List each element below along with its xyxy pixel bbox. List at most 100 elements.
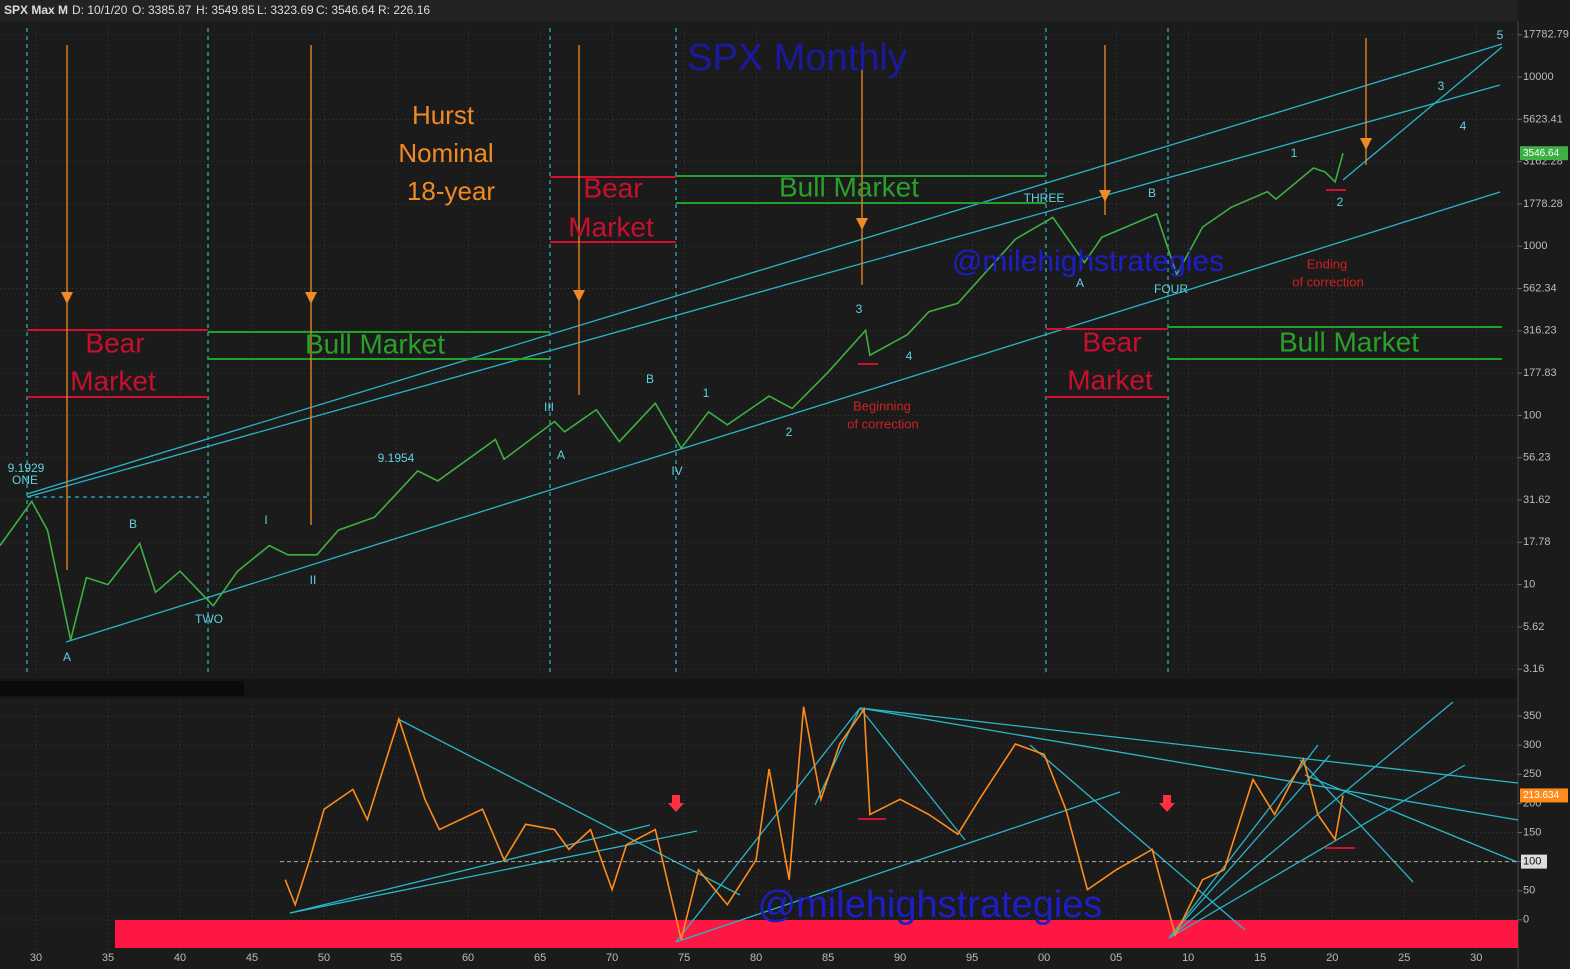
cycle-lines: [26, 28, 1169, 675]
header-bar: [0, 0, 1518, 21]
annotation: Bear: [85, 327, 144, 358]
annotation: Bull Market: [305, 328, 445, 359]
trend-line: [675, 791, 1121, 943]
x-tick-label: 45: [246, 952, 258, 964]
x-tick-label: 85: [822, 952, 834, 964]
y-tick-label: 3.16: [1523, 663, 1544, 675]
annotation: 3: [856, 302, 863, 316]
x-tick-label: 75: [678, 952, 690, 964]
trend-line: [1029, 744, 1246, 931]
annotation: 4: [906, 349, 913, 363]
annotation: 4: [1460, 119, 1467, 133]
trend-line: [1342, 46, 1503, 181]
header-low: L: 3323.69: [257, 3, 314, 17]
x-tick-label: 05: [1110, 952, 1122, 964]
separator-tab: [0, 681, 244, 696]
x-tick-label: 95: [966, 952, 978, 964]
annotation: Bear: [1082, 326, 1141, 357]
trend-line: [26, 84, 1501, 498]
tick-box: [1521, 854, 1547, 869]
header-range: R: 226.16: [378, 3, 430, 17]
x-tick-label: 30: [30, 952, 42, 964]
annotation: IV: [671, 464, 682, 478]
trend-lines: [26, 43, 1519, 943]
x-tick-label: 10: [1182, 952, 1194, 964]
annotation: FOUR: [1154, 282, 1188, 296]
trend-line: [1168, 764, 1466, 939]
x-tick-label: 40: [174, 952, 186, 964]
x-tick-label: 80: [750, 952, 762, 964]
panel-separator: [0, 679, 1518, 698]
annotation: Nominal: [398, 138, 493, 168]
y-tick-label: 50: [1523, 885, 1535, 897]
grid: [0, 28, 1518, 965]
y-tick-label: 350: [1523, 710, 1541, 722]
trend-line: [26, 43, 1503, 495]
x-tick-label: 90: [894, 952, 906, 964]
annotation: Bear: [583, 172, 642, 203]
y-tick-label: 0: [1523, 914, 1529, 926]
y-tick-label: 100: [1523, 409, 1541, 421]
arrow-head: [573, 290, 585, 302]
annotation: Market: [568, 211, 654, 242]
annotation: 2: [1337, 195, 1344, 209]
annotation: ONE: [12, 473, 38, 487]
trend-line: [675, 707, 861, 943]
series-line: [0, 152, 1344, 641]
trend-line: [859, 707, 1519, 821]
annotation: 9.1954: [378, 451, 415, 465]
last-value-label: 3546.64: [1523, 148, 1560, 159]
y-tick-label: 562.34: [1523, 282, 1557, 294]
y-tick-label: 5.62: [1523, 621, 1544, 633]
annotation: A: [63, 650, 71, 664]
trend-line: [399, 719, 741, 896]
y-tick-label: 17.78: [1523, 536, 1551, 548]
trend-line: [1168, 754, 1331, 939]
annotation: of correction: [847, 416, 919, 431]
annotation: II: [310, 573, 317, 587]
trend-line: [289, 830, 698, 914]
header-close: C: 3546.64: [316, 3, 375, 17]
y-tick-label: 1778.28: [1523, 198, 1563, 210]
arrow-head: [1360, 138, 1372, 150]
y-tick-label: 5623.41: [1523, 113, 1563, 125]
market-bands: [27, 175, 1502, 849]
arrows: [61, 38, 1372, 812]
annotation: THREE: [1024, 191, 1065, 205]
last-value-box: [1520, 788, 1568, 803]
annotation: 3: [1438, 79, 1445, 93]
y-tick-label: 100: [1523, 856, 1541, 868]
red-arrow: [1159, 795, 1175, 812]
chart-title: SPX Monthly: [687, 37, 907, 79]
trend-line: [65, 191, 1501, 643]
y-tick-label: 17782.79: [1523, 29, 1569, 41]
annotation: B: [129, 517, 137, 531]
annotation: 18-year: [407, 176, 495, 206]
x-tick-label: 55: [390, 952, 402, 964]
last-value-label: 213.634: [1523, 790, 1560, 801]
annotation: I: [264, 513, 267, 527]
arrow-head: [1099, 190, 1111, 202]
annotation: 9.1929: [8, 461, 45, 475]
y-tick-label: 56.23: [1523, 452, 1551, 464]
x-tick-label: 00: [1038, 952, 1050, 964]
header-high: H: 3549.85: [196, 3, 255, 17]
symbol[interactable]: SPX Max M: [4, 3, 68, 17]
annotation: 1: [703, 386, 710, 400]
x-tick-label: 20: [1326, 952, 1338, 964]
arrow-head: [61, 292, 73, 304]
annotation: 2: [786, 425, 793, 439]
annotation: Market: [1067, 364, 1153, 395]
annotation: of correction: [1292, 274, 1364, 289]
watermark: @milehighstrategies: [758, 884, 1103, 926]
annotation: Beginning: [853, 398, 911, 413]
trend-line: [289, 824, 651, 914]
annotation: TWO: [195, 612, 223, 626]
x-tick-label: 30: [1470, 952, 1482, 964]
y-tick-label: 250: [1523, 768, 1541, 780]
annotation: Bull Market: [1279, 326, 1419, 357]
header-date: D: 10/1/20: [72, 3, 128, 17]
x-tick-label: 70: [606, 952, 618, 964]
